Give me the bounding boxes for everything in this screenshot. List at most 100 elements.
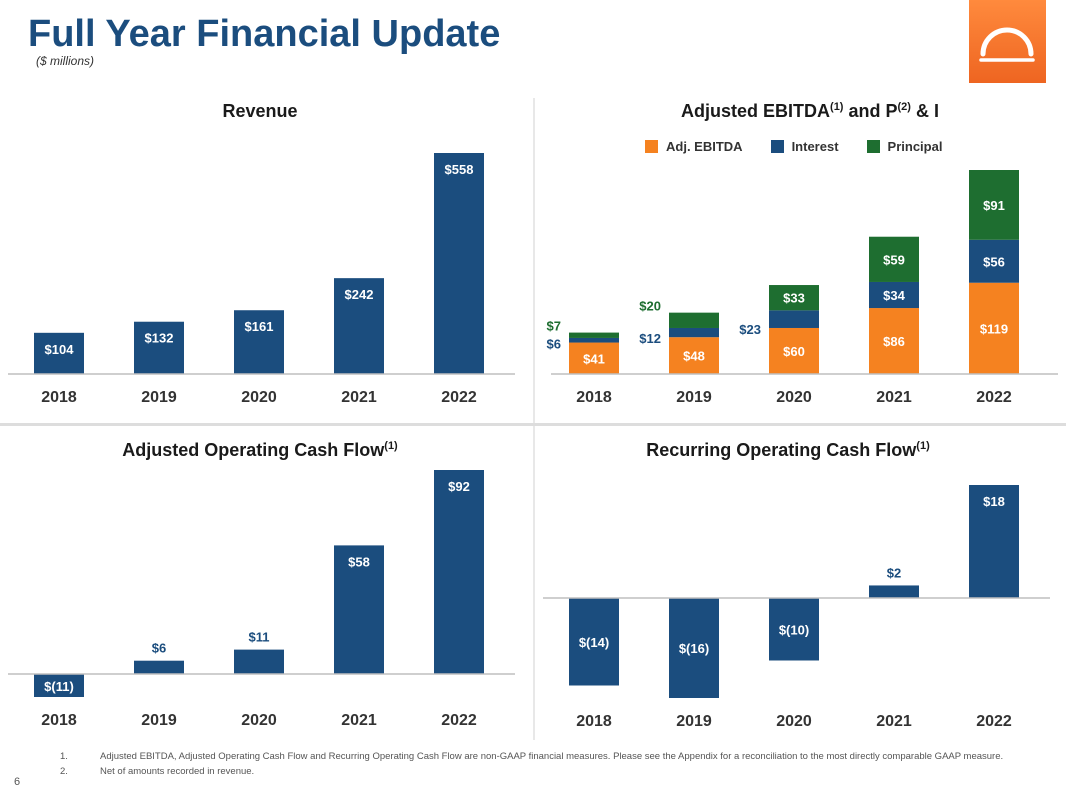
aocf-bar-2021	[334, 545, 384, 674]
aocf-bar-2020	[234, 649, 284, 674]
revenue-data-label: $161	[245, 319, 274, 334]
legend-label-interest: Interest	[791, 139, 839, 154]
aocf-data-label: $(11)	[44, 679, 74, 694]
aocf-chart: $(11) $6 $11 $58 $92 2018 2019 2020 2021 2022	[8, 470, 515, 729]
ebitda-bar-adj-ebitda-2018	[569, 342, 619, 374]
company-logo	[969, 0, 1046, 83]
ebitda-data-label: $41	[583, 351, 605, 366]
aocf-data-label: $11	[249, 630, 270, 645]
ebitda-bar-interest-2018	[569, 337, 619, 343]
ebitda-data-label: $23	[739, 322, 761, 337]
rocf-bar-2021	[869, 585, 919, 598]
ebitda-tick-label: 2018	[576, 389, 612, 406]
legend-swatch-interest	[770, 140, 784, 153]
aocf-bar-2019	[134, 660, 184, 674]
ebitda-bar-adj-ebitda-2022	[969, 282, 1019, 374]
revenue-data-label: $558	[445, 162, 474, 177]
ebitda-data-label: $34	[883, 288, 905, 303]
rocf-tick-label: 2018	[576, 713, 612, 730]
ebitda-data-label: $119	[980, 321, 1008, 336]
aocf-chart-title: Adjusted Operating Cash Flow(1)	[122, 440, 398, 460]
ebitda-bar-interest-2019	[669, 327, 719, 338]
rocf-bar-2022	[969, 485, 1019, 598]
revenue-tick-label: 2019	[141, 389, 177, 406]
legend-label-adj-ebitda: Adj. EBITDA	[666, 139, 743, 154]
ebitda-bar-interest-2021	[869, 281, 919, 309]
page-number: 6	[14, 776, 21, 788]
ebitda-data-label: $48	[683, 349, 705, 364]
aocf-data-label: $6	[152, 641, 166, 656]
rocf-bar-2019	[669, 598, 719, 698]
revenue-bar-2022	[434, 153, 484, 374]
aocf-tick-label: 2019	[141, 712, 177, 729]
ebitda-bar-principal-2018	[569, 332, 619, 338]
logo-arc-icon	[979, 27, 1035, 62]
revenue-tick-label: 2020	[241, 389, 277, 406]
ebitda-bar-principal-2019	[669, 312, 719, 328]
ebitda-bar-principal-2022	[969, 170, 1019, 240]
footnote-1: 1. Adjusted EBITDA, Adjusted Operating C…	[60, 751, 1004, 762]
ebitda-chart: $41 $6 $7 $48 $12 $20 $60 $23 $33 $86 $34 $59 $119 $5…	[547, 170, 1058, 406]
ebitda-bar-principal-2021	[869, 236, 919, 282]
footnotes: 1. Adjusted EBITDA, Adjusted Operating C…	[60, 751, 1020, 781]
ebitda-data-label: $12	[639, 331, 661, 346]
ebitda-data-label: $33	[783, 291, 805, 306]
revenue-tick-label: 2021	[341, 389, 377, 406]
ebitda-tick-label: 2021	[876, 389, 912, 406]
ebitda-tick-label: 2020	[776, 389, 812, 406]
legend-item-principal: Principal	[866, 139, 943, 154]
aocf-bar-2022	[434, 470, 484, 674]
aocf-tick-label: 2021	[341, 712, 377, 729]
aocf-tick-label: 2022	[441, 712, 477, 729]
revenue-bar-2019	[134, 321, 184, 374]
ebitda-data-label: $6	[547, 337, 561, 352]
aocf-tick-label: 2020	[241, 712, 277, 729]
rocf-data-label: $2	[887, 565, 901, 580]
footnote-2: 2. Net of amounts recorded in revenue.	[60, 766, 255, 777]
rocf-bar-2018	[569, 598, 619, 686]
ebitda-bar-interest-2020	[769, 310, 819, 328]
ebitda-bar-interest-2022	[969, 239, 1019, 283]
legend-label-principal: Principal	[887, 139, 943, 154]
ebitda-bar-adj-ebitda-2021	[869, 308, 919, 374]
horizontal-divider	[0, 423, 1066, 426]
revenue-bar-2018	[34, 332, 84, 374]
ebitda-data-label: $59	[883, 252, 905, 267]
legend-swatch-adj-ebitda	[645, 140, 658, 153]
rocf-tick-label: 2019	[676, 713, 712, 730]
ebitda-tick-label: 2022	[976, 389, 1012, 406]
ebitda-data-label: $7	[547, 319, 561, 334]
vertical-divider	[533, 98, 535, 740]
revenue-tick-label: 2022	[441, 389, 477, 406]
legend-item-interest: Interest	[770, 139, 839, 154]
rocf-data-label: $(14)	[579, 635, 609, 650]
aocf-data-label: $58	[348, 554, 370, 569]
aocf-tick-label: 2018	[41, 712, 77, 729]
ebitda-bar-adj-ebitda-2020	[769, 327, 819, 374]
aocf-bar-2018	[34, 674, 84, 697]
revenue-bar-2020	[234, 310, 284, 374]
ebitda-data-label: $60	[783, 344, 805, 359]
ebitda-data-label: $86	[883, 334, 905, 349]
rocf-chart: $(14) $(16) $(10) $2 $18 2018 2019 2020 2021 2022	[543, 485, 1050, 730]
aocf-data-label: $92	[448, 479, 470, 494]
page-subtitle: ($ millions)	[36, 54, 95, 68]
rocf-data-label: $18	[983, 494, 1005, 509]
ebitda-data-label: $20	[639, 299, 661, 314]
page-title: Full Year Financial Update	[28, 13, 501, 55]
rocf-tick-label: 2022	[976, 713, 1012, 730]
ebitda-tick-label: 2019	[676, 389, 712, 406]
rocf-bar-2020	[769, 598, 819, 661]
ebitda-bar-adj-ebitda-2019	[669, 337, 719, 374]
revenue-chart: $104 $132 $161 $242 $558 2018 2019 2020 2021 2022	[8, 153, 515, 406]
legend-swatch-principal	[866, 140, 880, 153]
ebitda-data-label: $56	[983, 254, 1005, 269]
revenue-bar-2021	[334, 278, 384, 374]
legend-item-adj-ebitda: Adj. EBITDA	[645, 139, 743, 154]
revenue-data-label: $104	[45, 342, 75, 357]
revenue-data-label: $132	[145, 331, 174, 346]
ebitda-chart-title: Adjusted EBITDA(1) and P(2) & I	[681, 101, 939, 121]
rocf-tick-label: 2020	[776, 713, 812, 730]
rocf-tick-label: 2021	[876, 713, 912, 730]
revenue-data-label: $242	[345, 287, 374, 302]
